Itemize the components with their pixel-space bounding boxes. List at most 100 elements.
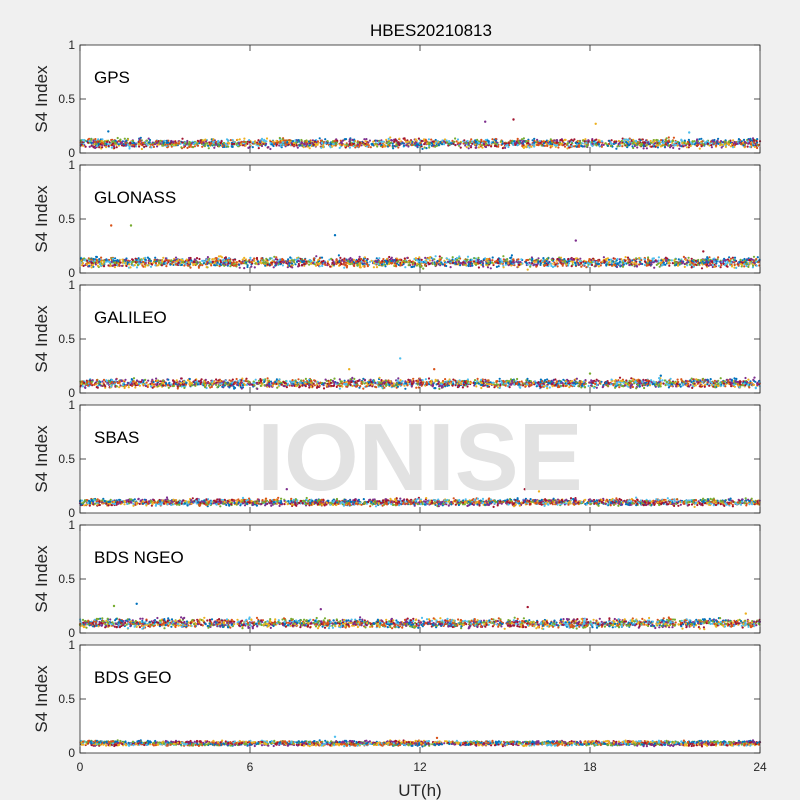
data-point <box>181 261 184 264</box>
data-point <box>585 142 588 145</box>
data-point <box>150 146 153 149</box>
data-point <box>435 144 439 147</box>
data-point <box>347 262 350 265</box>
data-point <box>266 263 269 266</box>
data-point <box>380 263 383 266</box>
data-point <box>520 142 523 145</box>
data-point <box>216 141 219 144</box>
data-point <box>700 267 704 270</box>
data-point <box>617 139 621 143</box>
data-point <box>757 261 760 264</box>
data-point <box>566 142 569 145</box>
data-point <box>691 262 694 265</box>
data-point <box>655 138 658 142</box>
data-point <box>227 145 230 148</box>
data-point <box>343 259 346 262</box>
data-point <box>662 261 666 264</box>
data-point <box>618 260 622 264</box>
data-point <box>95 255 98 258</box>
data-point <box>466 139 469 143</box>
data-point <box>142 261 145 264</box>
data-point <box>238 266 241 269</box>
data-point <box>130 262 133 265</box>
data-point <box>700 258 703 261</box>
data-point <box>485 142 488 145</box>
data-point <box>135 266 139 269</box>
data-point <box>98 146 101 149</box>
data-point <box>204 263 208 266</box>
data-point <box>544 264 547 267</box>
data-point <box>657 256 661 259</box>
data-point <box>187 261 190 264</box>
data-point <box>112 145 116 148</box>
data-point <box>622 138 626 141</box>
data-point <box>476 138 479 141</box>
data-point <box>148 138 152 142</box>
data-point <box>595 261 598 264</box>
data-point <box>98 258 101 261</box>
data-point <box>563 142 567 145</box>
data-point <box>146 264 149 267</box>
data-point <box>233 142 236 145</box>
data-point <box>574 264 578 267</box>
data-point <box>152 261 155 264</box>
data-point <box>88 137 91 140</box>
data-point <box>493 144 497 148</box>
data-point <box>399 258 402 261</box>
data-point <box>512 141 515 145</box>
data-point <box>278 136 281 140</box>
data-point <box>359 266 362 269</box>
data-point <box>657 262 660 265</box>
data-point <box>340 262 343 266</box>
data-point <box>464 262 467 265</box>
data-point <box>510 256 513 259</box>
data-point <box>642 144 645 147</box>
data-point <box>670 259 674 262</box>
data-point <box>480 260 483 263</box>
data-point <box>491 256 494 259</box>
data-point <box>260 144 264 148</box>
y-tick-label: 1 <box>68 158 75 172</box>
data-point <box>546 257 549 260</box>
data-point <box>96 262 99 265</box>
data-point <box>321 142 324 145</box>
data-point <box>286 141 289 144</box>
data-point <box>111 140 114 143</box>
data-point <box>504 261 507 265</box>
data-point <box>292 142 296 145</box>
data-point <box>635 262 638 265</box>
data-point <box>465 141 468 145</box>
data-point <box>149 265 153 268</box>
data-point <box>517 140 520 143</box>
data-point <box>385 141 389 144</box>
data-point <box>145 142 148 145</box>
data-point <box>343 266 346 269</box>
data-point <box>88 258 91 261</box>
data-point <box>253 257 256 260</box>
data-point <box>559 261 562 264</box>
data-point <box>172 260 175 263</box>
data-point <box>509 260 512 263</box>
data-point <box>245 261 248 264</box>
data-point <box>106 140 109 143</box>
data-point <box>486 257 489 261</box>
data-point <box>687 256 690 259</box>
data-point <box>659 145 663 148</box>
data-point <box>708 262 712 265</box>
data-point <box>257 263 260 266</box>
data-point <box>108 260 111 263</box>
data-point <box>625 138 628 141</box>
data-point <box>148 257 151 260</box>
data-point <box>140 262 143 265</box>
data-point <box>678 262 681 265</box>
data-point <box>364 140 367 143</box>
data-point <box>696 138 699 141</box>
data-point <box>144 258 147 261</box>
data-point <box>128 145 131 148</box>
data-point <box>720 146 723 149</box>
data-point <box>737 138 741 141</box>
data-point <box>208 141 211 144</box>
data-point <box>672 136 676 139</box>
data-point <box>581 139 585 142</box>
data-point <box>128 263 131 266</box>
